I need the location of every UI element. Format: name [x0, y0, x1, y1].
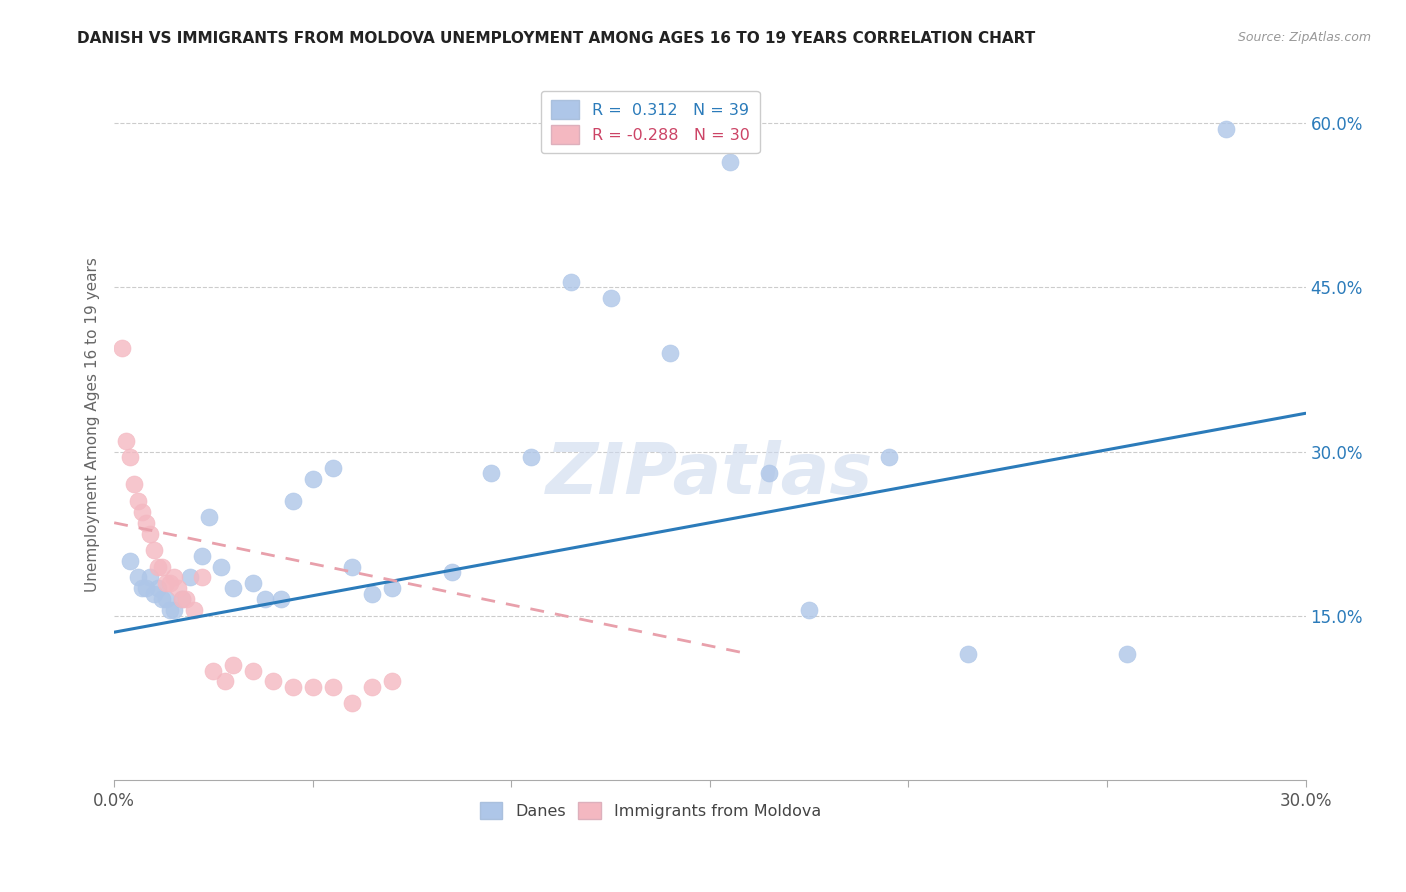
Point: [281, 493, 304, 508]
Point: [198, 510, 221, 524]
Point: [254, 592, 277, 607]
Point: [139, 526, 162, 541]
Point: [1115, 647, 1137, 661]
Point: [159, 603, 181, 617]
Point: [166, 582, 188, 596]
Text: ZIPatlas: ZIPatlas: [546, 440, 873, 508]
Point: [155, 576, 177, 591]
Point: [111, 341, 134, 355]
Point: [440, 565, 463, 579]
Point: [1215, 121, 1237, 136]
Point: [170, 592, 193, 607]
Point: [270, 592, 292, 607]
Point: [146, 582, 169, 596]
Point: [956, 647, 979, 661]
Point: [599, 291, 621, 305]
Point: [202, 664, 225, 678]
Point: [131, 505, 153, 519]
Point: [242, 664, 264, 678]
Point: [142, 543, 165, 558]
Point: [242, 576, 264, 591]
Point: [131, 582, 153, 596]
Point: [877, 450, 900, 464]
Point: [214, 674, 236, 689]
Point: [209, 559, 232, 574]
Point: [139, 570, 162, 584]
Point: [122, 477, 145, 491]
Point: [150, 592, 173, 607]
Text: Source: ZipAtlas.com: Source: ZipAtlas.com: [1237, 31, 1371, 45]
Point: [190, 570, 212, 584]
Point: [560, 275, 582, 289]
Point: [301, 680, 323, 694]
Point: [659, 346, 682, 360]
Point: [163, 603, 186, 617]
Point: [342, 559, 364, 574]
Point: [150, 559, 173, 574]
Point: [170, 592, 193, 607]
Point: [174, 592, 197, 607]
Point: [301, 472, 323, 486]
Point: [797, 603, 820, 617]
Point: [718, 154, 741, 169]
Point: [758, 467, 780, 481]
Point: [322, 680, 344, 694]
Point: [179, 570, 201, 584]
Point: [361, 587, 384, 601]
Point: [322, 461, 344, 475]
Point: [262, 674, 284, 689]
Point: [381, 674, 404, 689]
Text: DANISH VS IMMIGRANTS FROM MOLDOVA UNEMPLOYMENT AMONG AGES 16 TO 19 YEARS CORRELA: DANISH VS IMMIGRANTS FROM MOLDOVA UNEMPL…: [77, 31, 1036, 46]
Point: [115, 434, 138, 448]
Point: [120, 450, 142, 464]
Point: [142, 587, 165, 601]
Point: [146, 559, 169, 574]
Point: [163, 570, 186, 584]
Point: [159, 576, 181, 591]
Point: [520, 450, 543, 464]
Point: [120, 554, 142, 568]
Point: [183, 603, 205, 617]
Point: [361, 680, 384, 694]
Point: [190, 549, 212, 563]
Point: [222, 658, 245, 673]
Point: [281, 680, 304, 694]
Point: [481, 467, 503, 481]
Point: [381, 582, 404, 596]
Point: [222, 582, 245, 596]
Point: [127, 570, 149, 584]
Point: [135, 516, 157, 530]
Point: [127, 493, 149, 508]
Legend: Danes, Immigrants from Moldova: Danes, Immigrants from Moldova: [474, 796, 827, 825]
Point: [135, 582, 157, 596]
Point: [342, 696, 364, 710]
Point: [155, 592, 177, 607]
Y-axis label: Unemployment Among Ages 16 to 19 years: Unemployment Among Ages 16 to 19 years: [86, 257, 100, 591]
